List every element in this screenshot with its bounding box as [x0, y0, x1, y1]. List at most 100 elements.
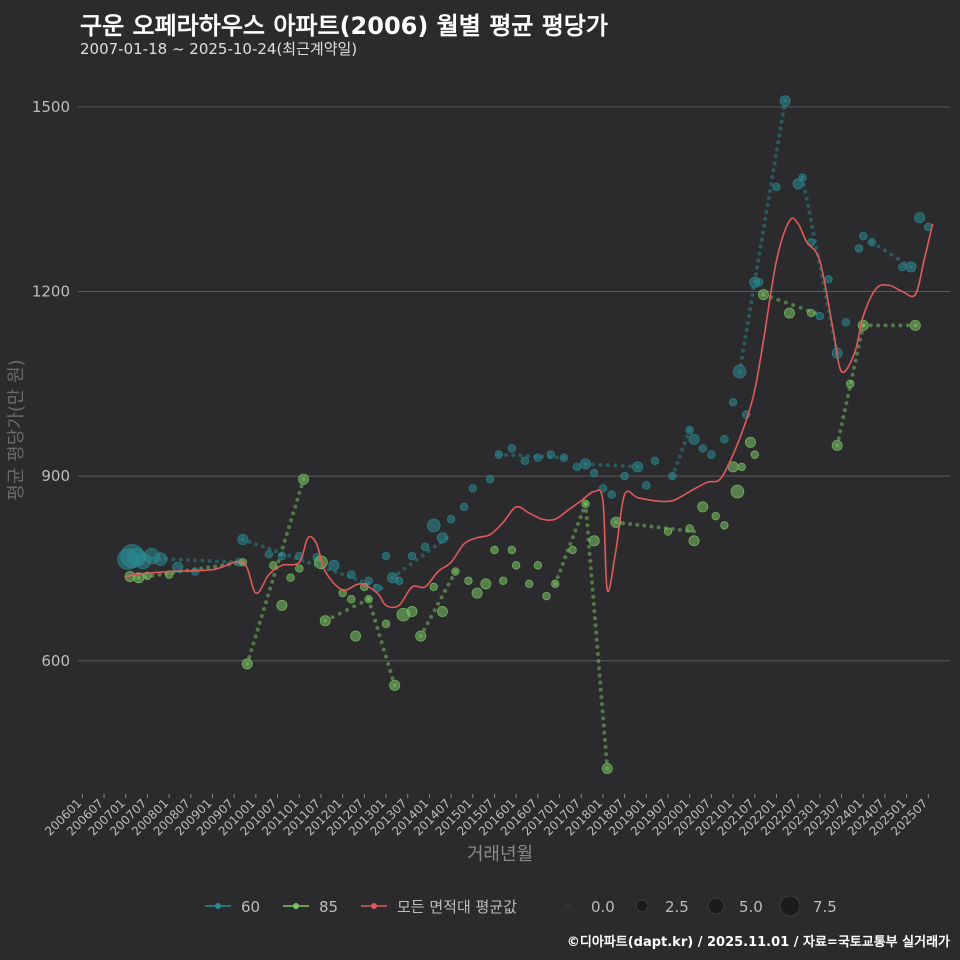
connector-dot — [578, 515, 583, 520]
connector-dot — [601, 723, 606, 728]
connector-dot — [756, 258, 761, 263]
connector-dot — [150, 573, 155, 578]
data-point-s85 — [757, 289, 769, 301]
connector-dot — [255, 627, 260, 632]
data-point-s85 — [451, 567, 460, 576]
data-point-s60 — [153, 552, 168, 567]
connector-dot — [758, 244, 763, 249]
data-point-s85 — [490, 545, 499, 555]
data-point-s60 — [347, 570, 356, 579]
connector-dot — [581, 508, 586, 513]
connector-dot — [584, 516, 589, 521]
data-point-s85 — [688, 535, 700, 547]
connector-dot — [375, 625, 380, 630]
data-point-s60 — [772, 182, 781, 192]
data-point-s60 — [172, 561, 184, 573]
connector-dot — [810, 224, 815, 229]
connector-dot — [199, 566, 204, 571]
connector-dot — [371, 611, 376, 616]
y-tick-label: 600 — [41, 652, 70, 670]
connector-dot — [443, 588, 448, 593]
y-tick-label: 900 — [41, 467, 70, 485]
connector-dot — [560, 561, 565, 566]
connector-dot — [599, 694, 604, 699]
data-point-s85 — [464, 576, 473, 585]
connector-dot — [384, 654, 389, 659]
data-point-s60 — [507, 444, 517, 453]
connector-dot — [595, 652, 600, 657]
connector-dot — [340, 572, 345, 577]
data-point-s85 — [415, 630, 427, 642]
connector-dot — [791, 303, 796, 308]
data-point-s85 — [389, 679, 401, 691]
legend: 60 85 모든 면적대 평균값 0.0 2.5 5.0 7.5 — [205, 895, 837, 917]
connector-dot — [402, 566, 407, 571]
connector-dot — [171, 557, 176, 562]
data-point-s60 — [546, 450, 556, 459]
legend-size-label: 5.0 — [739, 898, 763, 916]
data-point-s60 — [328, 559, 340, 571]
data-point-s85 — [406, 606, 418, 618]
connector-dot — [568, 541, 573, 546]
connector-dot — [591, 601, 596, 606]
connector-dot — [573, 528, 578, 533]
connector-dot — [781, 105, 786, 110]
connector-dot — [750, 293, 755, 298]
connector-dot — [798, 305, 803, 310]
connector-dot — [306, 560, 311, 565]
connector-dot — [744, 327, 749, 332]
data-point-s60 — [898, 262, 907, 272]
connector-dot — [814, 245, 819, 250]
data-point-s60 — [607, 490, 616, 499]
connector-dot — [157, 572, 162, 577]
data-point-s85 — [909, 319, 921, 331]
connector-dot — [621, 521, 626, 526]
data-point-s60 — [650, 456, 660, 465]
connector-dot — [656, 525, 661, 530]
connector-dot — [206, 565, 211, 570]
connector-dot — [555, 575, 560, 580]
dotted-connectors — [128, 98, 918, 771]
data-point-s60 — [688, 433, 700, 445]
connector-dot — [856, 344, 861, 349]
connector-dot — [778, 126, 783, 131]
connector-dot — [388, 669, 393, 674]
data-point-s60 — [533, 453, 543, 462]
data-point-s60 — [264, 550, 274, 559]
connector-dot — [446, 582, 451, 587]
data-point-s85 — [524, 579, 534, 589]
data-point-s85 — [685, 524, 694, 533]
connector-dot — [762, 223, 767, 228]
data-point-s60 — [754, 278, 764, 287]
chart-subtitle: 2007-01-18 ~ 2025-10-24(최근계약일) — [80, 40, 358, 58]
connector-dot — [628, 521, 633, 526]
connector-dot — [601, 716, 606, 721]
data-point-s60 — [590, 468, 599, 478]
connector-dot — [598, 680, 603, 685]
connector-dot — [590, 580, 595, 585]
connector-dot — [585, 530, 590, 535]
connector-dot — [299, 484, 304, 489]
data-point-s85 — [697, 501, 709, 513]
data-point-s85 — [480, 578, 492, 590]
connector-dot — [605, 463, 610, 468]
data-point-s85 — [568, 545, 577, 555]
source-caption: ©디아파트(dapt.kr) / 2025.11.01 / 자료=국토교통부 실… — [566, 935, 950, 950]
connector-dot — [429, 614, 434, 619]
connector-dot — [771, 168, 776, 173]
data-point-s60 — [426, 518, 441, 533]
connector-dot — [377, 633, 382, 638]
y-tick-labels: 600 900 1200 1500 — [32, 98, 70, 670]
data-point-s60 — [707, 450, 716, 459]
connector-dot — [780, 112, 785, 117]
connector-dot — [807, 210, 812, 215]
connector-dot — [748, 307, 753, 312]
connector-dot — [649, 524, 654, 529]
data-point-s60 — [394, 576, 404, 585]
connector-dot — [390, 676, 395, 681]
connector-dot — [449, 576, 454, 580]
data-point-s60 — [407, 551, 417, 561]
connector-dot — [295, 497, 300, 502]
connector-dot — [504, 452, 509, 457]
data-point-s60 — [468, 484, 477, 493]
